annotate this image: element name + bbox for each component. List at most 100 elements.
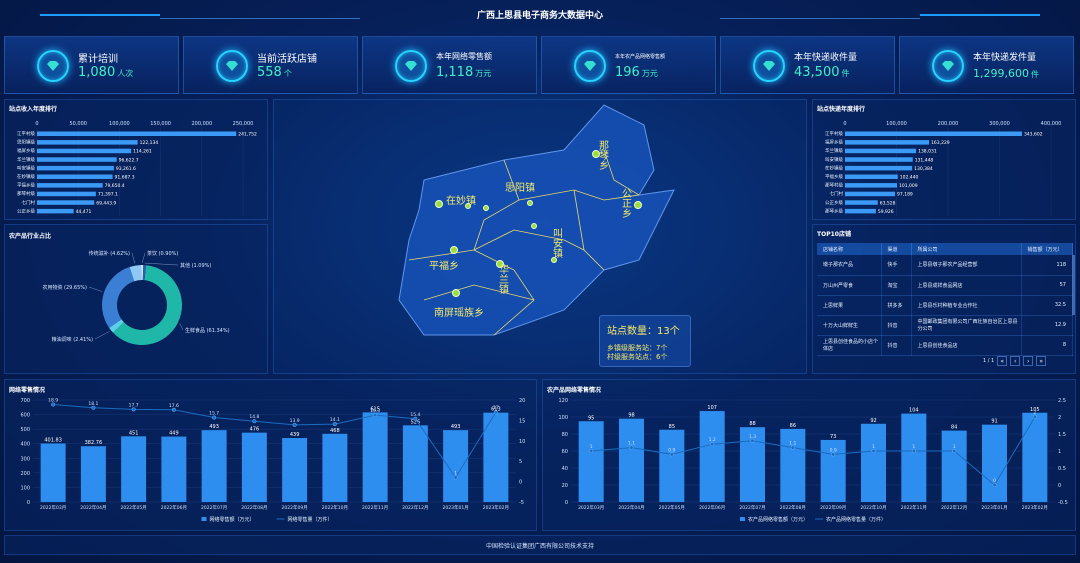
- line-data-label: 17.7: [129, 402, 139, 408]
- category-label: 福屏乡级: [17, 147, 35, 154]
- leader-line: [131, 252, 136, 264]
- cell-channel: 淘宝: [881, 275, 912, 296]
- axis-tick-label: 0: [843, 121, 846, 127]
- station-marker: [496, 260, 504, 268]
- table-row[interactable]: 十万大山鲜鲜生 抖音 中国邮政集团有限公司广西壮族自治区上思县分公司 12.9: [817, 315, 1073, 336]
- cell-company: 上思县创佳食品店: [911, 335, 1022, 356]
- category-label: 思阳镇级: [17, 139, 35, 146]
- legend-label: 农产品网络零售量（万件）: [826, 516, 886, 523]
- kpi-label: 累计培训: [78, 54, 118, 65]
- table-row[interactable]: 万山州严零食 淘宝 上思县成祥食品网店 57: [817, 275, 1073, 296]
- data-label: 69,443.9: [96, 200, 116, 206]
- y-right-tick: 0.5: [1058, 466, 1066, 472]
- line-data-label: 1.2: [709, 437, 716, 443]
- line-point: [871, 448, 876, 454]
- table-row[interactable]: 上思鲜果 拼多多 上思县乐村种植专业合作社 32.5: [817, 295, 1073, 316]
- bar: [845, 131, 1022, 136]
- header-decor-left-thin: [160, 18, 360, 19]
- y-left-tick: 500: [20, 427, 30, 433]
- line-point: [1032, 414, 1037, 420]
- bar-data-label: 476: [250, 427, 260, 433]
- category-label: 福屏乡级: [825, 139, 843, 146]
- cell-company: 上思县成祥食品网店: [911, 275, 1022, 296]
- kpi-value: 196 万元: [615, 65, 658, 80]
- bar-data-label: 451: [129, 430, 139, 436]
- next-page-button[interactable]: ›: [1023, 356, 1034, 366]
- bar: [37, 131, 237, 136]
- category-share-title: 农产品行业占比: [9, 233, 52, 240]
- town-border: [473, 249, 535, 336]
- agri-chart-title: 农产品网络零售情况: [547, 387, 602, 394]
- kpi-value: 1,299,600 件: [973, 67, 1039, 80]
- bar-data-label: 105: [1030, 407, 1040, 413]
- retail-chart-title: 网络零售情况: [9, 387, 46, 394]
- town-label-gongzheng: 公正乡: [620, 188, 632, 218]
- line-data-label: 1: [872, 444, 875, 450]
- bar: [845, 208, 876, 214]
- bar: [37, 191, 96, 197]
- line-point: [292, 422, 297, 427]
- prev-page-button[interactable]: ‹: [1010, 356, 1021, 366]
- axis-tick-label: 50,000: [69, 121, 87, 127]
- income-rank-chart: 0 50,000 100,000 150,000 200,000 250,000 江平村级 2…: [17, 121, 257, 216]
- station-count: 站点数量：13个: [607, 326, 680, 337]
- bar: [241, 432, 267, 502]
- col-header-shop: 店铺名称: [817, 243, 882, 255]
- line-data-label: 14.8: [249, 414, 259, 420]
- line-data-label: 16.3: [370, 408, 380, 414]
- line-point: [51, 402, 56, 407]
- last-page-button[interactable]: »: [1036, 356, 1047, 366]
- data-label: 122,134: [140, 140, 159, 146]
- bar-data-label: 73: [830, 434, 836, 440]
- line-data-label: 0.9: [668, 447, 675, 453]
- category-label: 那琴村级: [17, 190, 35, 197]
- legend-swatch-bar: [740, 517, 745, 521]
- town-border: [473, 159, 520, 251]
- table-row[interactable]: 墩子那农产品 快手 上思县墩子那农产品经营部 118: [817, 255, 1073, 276]
- leader-line: [88, 286, 103, 292]
- bar-data-label: 615: [370, 406, 380, 412]
- line-data-label: 0: [993, 478, 996, 484]
- y-left-tick: 200: [20, 471, 30, 477]
- bar-data-label: 104: [909, 408, 919, 414]
- data-label: 130,384: [914, 166, 933, 172]
- col-header-company: 所属公司: [911, 243, 1022, 255]
- x-tick-label: 2022年04月: [618, 504, 644, 511]
- data-label: 59,926: [878, 209, 894, 215]
- bar-data-label: 85: [669, 424, 675, 430]
- category-label: 七门村: [22, 199, 36, 206]
- kpi-card-online-retail: 本年网络零售额 1,118 万元: [362, 36, 537, 94]
- line-point: [212, 415, 217, 420]
- line-point: [373, 413, 378, 418]
- data-label: 138,031: [918, 149, 937, 155]
- table-row[interactable]: 上思县创佳食品的小店个体店 抖音 上思县创佳食品店 8: [817, 335, 1073, 356]
- income-rank-title: 站点收入年度排行: [9, 106, 58, 113]
- station-marker: [452, 289, 460, 297]
- y-right-tick: 5: [519, 459, 522, 465]
- line-data-label: 18.1: [88, 401, 98, 407]
- footer-bar: [4, 535, 1076, 555]
- station-marker: [531, 223, 537, 229]
- x-tick-label: 2022年10月: [860, 504, 886, 511]
- station-marker: [465, 203, 471, 209]
- slice-label: 粮油调味 (2.41%): [52, 336, 93, 343]
- y-left-tick: 60: [562, 449, 568, 455]
- y-right-tick: 0: [1058, 483, 1061, 489]
- x-tick-label: 2022年05月: [121, 504, 147, 511]
- y-left-tick: 120: [558, 398, 568, 404]
- data-label: 79,650.4: [105, 183, 125, 189]
- y-right-tick: 15: [519, 418, 525, 424]
- kpi-label: 本年快递发件量: [973, 53, 1037, 63]
- bar-data-label: 91: [991, 419, 997, 425]
- line-point: [669, 452, 674, 457]
- y-right-tick: -0.5: [1058, 500, 1068, 506]
- bar: [322, 433, 348, 502]
- first-page-button[interactable]: «: [997, 356, 1008, 366]
- table-scrollbar[interactable]: [1072, 255, 1075, 315]
- top10-table-wrap[interactable]: 店铺名称 渠道 所属公司 销售额（万元） 墩子那农产品 快手 上思县墩子那农产品…: [817, 243, 1073, 358]
- bar-data-label: 86: [790, 423, 796, 429]
- line-point: [911, 448, 916, 454]
- axis-tick-label: 400,000: [1041, 121, 1062, 127]
- cell-company: 中国邮政集团有限公司广西壮族自治区上思县分公司: [911, 315, 1022, 336]
- kpi-card-active-shops: 当前活跃店铺 558 个: [183, 36, 358, 94]
